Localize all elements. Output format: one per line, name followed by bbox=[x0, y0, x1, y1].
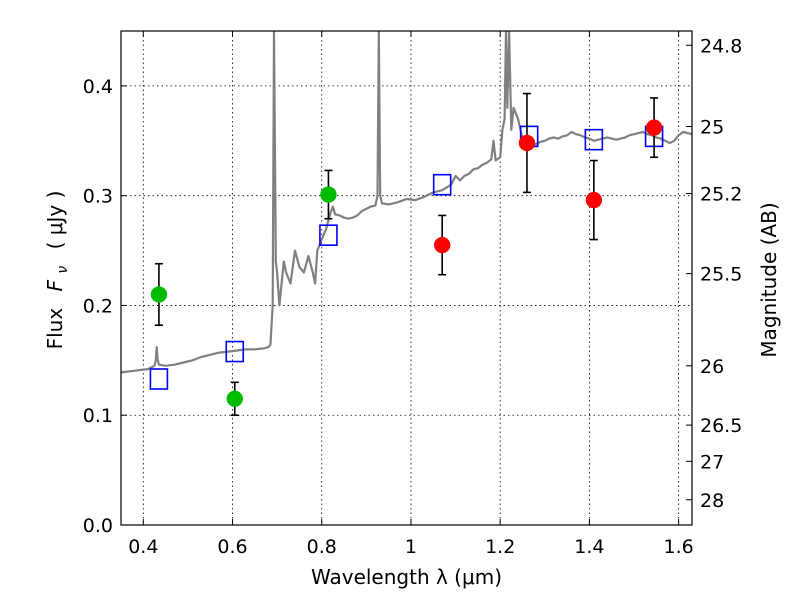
x-axis-label: Wavelength λ (μm) bbox=[311, 565, 502, 589]
y-axis-label-symbol: F bbox=[43, 279, 67, 291]
x-tick-label: 1.2 bbox=[485, 536, 515, 558]
photometry-point bbox=[226, 390, 244, 408]
y2-axis-label: Magnitude (AB) bbox=[757, 202, 781, 357]
y-tick-label: 0.4 bbox=[83, 76, 113, 98]
y2-tick-label: 26.5 bbox=[700, 415, 742, 437]
y2-tick-label: 25.5 bbox=[700, 264, 742, 286]
svg-text:Flux F ν ( μ: Flux F ν ( μJy ) bbox=[43, 191, 72, 350]
y-tick-label: 0.0 bbox=[83, 515, 113, 537]
x-tick-label: 0.4 bbox=[128, 536, 158, 558]
x-tick-label: 0.6 bbox=[217, 536, 247, 558]
y-tick-label: 0.1 bbox=[83, 405, 113, 427]
y2-tick-label: 27 bbox=[700, 451, 724, 473]
photometry-point bbox=[518, 134, 536, 152]
y2-tick-label: 28 bbox=[700, 490, 724, 512]
y-tick-label: 0.2 bbox=[83, 295, 113, 317]
photometry-point bbox=[433, 236, 451, 254]
x-tick-label: 1 bbox=[405, 536, 417, 558]
model-photometry-square bbox=[432, 173, 452, 196]
x-tick-label: 0.8 bbox=[307, 536, 337, 558]
y-axis-label-prefix: Flux bbox=[43, 308, 67, 350]
model-photometry-square bbox=[225, 340, 245, 363]
y2-tick-label: 25 bbox=[700, 117, 724, 139]
y-tick-label: 0.3 bbox=[83, 186, 113, 208]
x-tick-label: 1.4 bbox=[574, 536, 604, 558]
axes-frame bbox=[120, 30, 693, 526]
model-photometry-square bbox=[149, 368, 169, 390]
photometry-point bbox=[320, 186, 337, 203]
spectrum-line bbox=[121, 31, 692, 374]
photometry-point bbox=[150, 286, 168, 303]
y-axis-label-subscript: ν bbox=[55, 266, 71, 274]
x-tick-label: 1.6 bbox=[664, 536, 694, 558]
y-axis-label: Flux F ν ( μJy ) bbox=[43, 191, 72, 350]
plot-area bbox=[121, 31, 692, 417]
model-photometry-square bbox=[584, 128, 604, 151]
tick-labels: 0.4 0.6 0.8 1 1.2 1.4 1.6 0.0 0.1 0.2 0.3 0.4 24.8 25… bbox=[83, 35, 743, 558]
model-photometry-square bbox=[319, 224, 338, 246]
y2-tick-label: 25.2 bbox=[700, 183, 742, 205]
grid bbox=[121, 31, 692, 525]
photometry-point bbox=[585, 191, 603, 209]
y2-tick-label: 26 bbox=[700, 356, 724, 378]
tick-marks bbox=[121, 31, 692, 526]
photometry-point bbox=[645, 119, 663, 136]
y2-tick-label: 24.8 bbox=[700, 35, 742, 57]
y-axis-label-units: ( μJy ) bbox=[43, 191, 67, 250]
